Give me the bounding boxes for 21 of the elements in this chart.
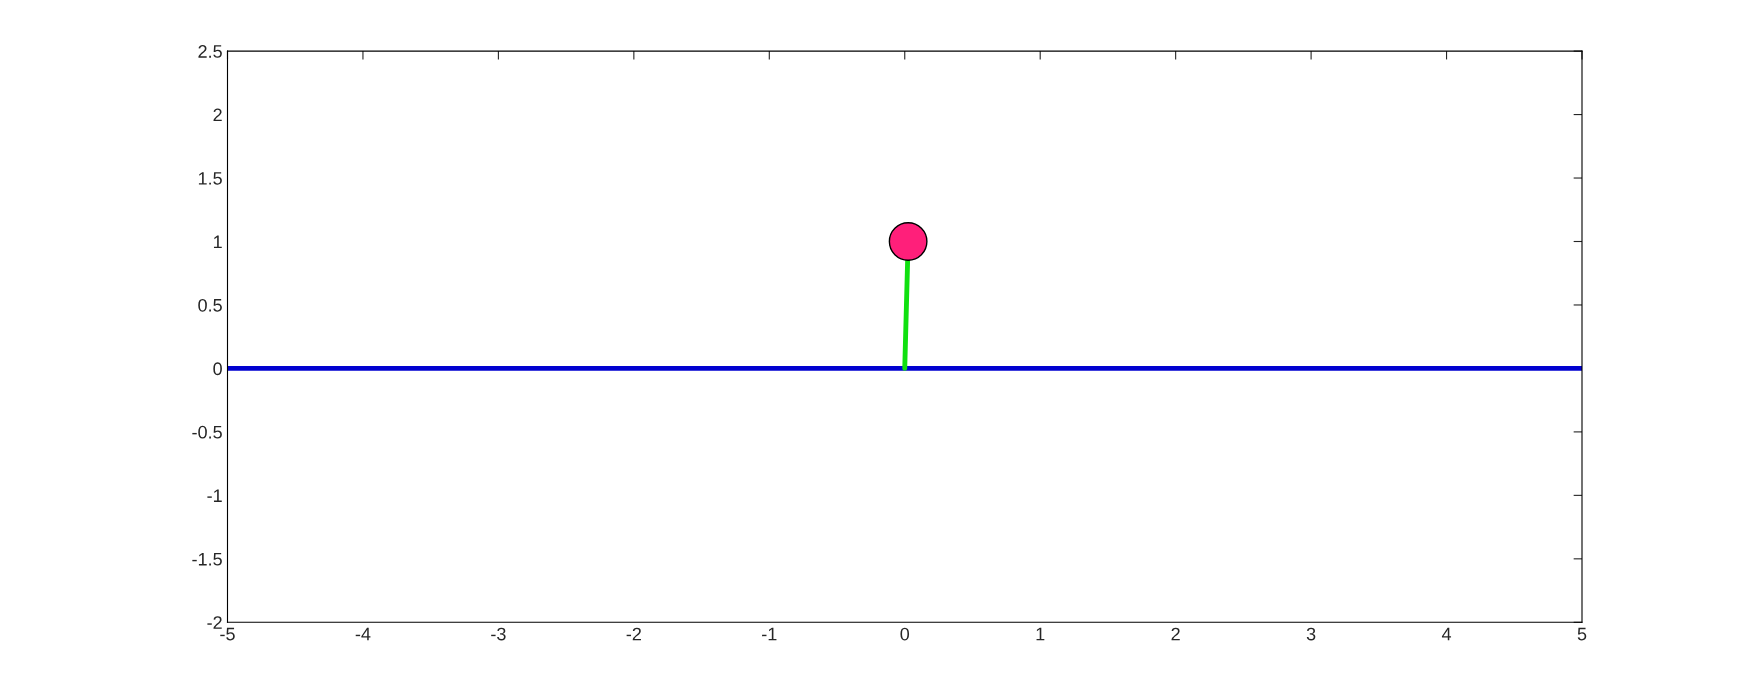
- x-tick-label: 1: [1036, 627, 1045, 641]
- y-tick-label: -2: [207, 616, 222, 629]
- y-tick-label: -1.5: [192, 552, 222, 566]
- y-tick-label: -0.5: [192, 425, 222, 439]
- x-tick-label: 5: [1577, 627, 1587, 641]
- x-tick-label: -3: [491, 627, 506, 641]
- x-tick-label: 0: [900, 627, 910, 641]
- x-tick-label: -2: [626, 627, 641, 641]
- y-tick-label: -1: [207, 489, 222, 502]
- y-tick-label: 1: [213, 235, 222, 249]
- x-tick-label: 2: [1171, 627, 1180, 641]
- x-tick-label: -5: [220, 627, 235, 641]
- y-tick-label: 2.5: [198, 45, 222, 58]
- y-tick-label: 2: [213, 108, 222, 122]
- x-tick-label: 4: [1441, 627, 1452, 641]
- y-tick-label: 0.5: [198, 298, 222, 312]
- y-tick-label: 1.5: [198, 172, 222, 185]
- x-tick-label: -1: [762, 627, 777, 641]
- x-tick-label: 3: [1306, 627, 1316, 641]
- y-tick-label: 0: [213, 362, 222, 376]
- x-tick-label: -4: [355, 627, 371, 641]
